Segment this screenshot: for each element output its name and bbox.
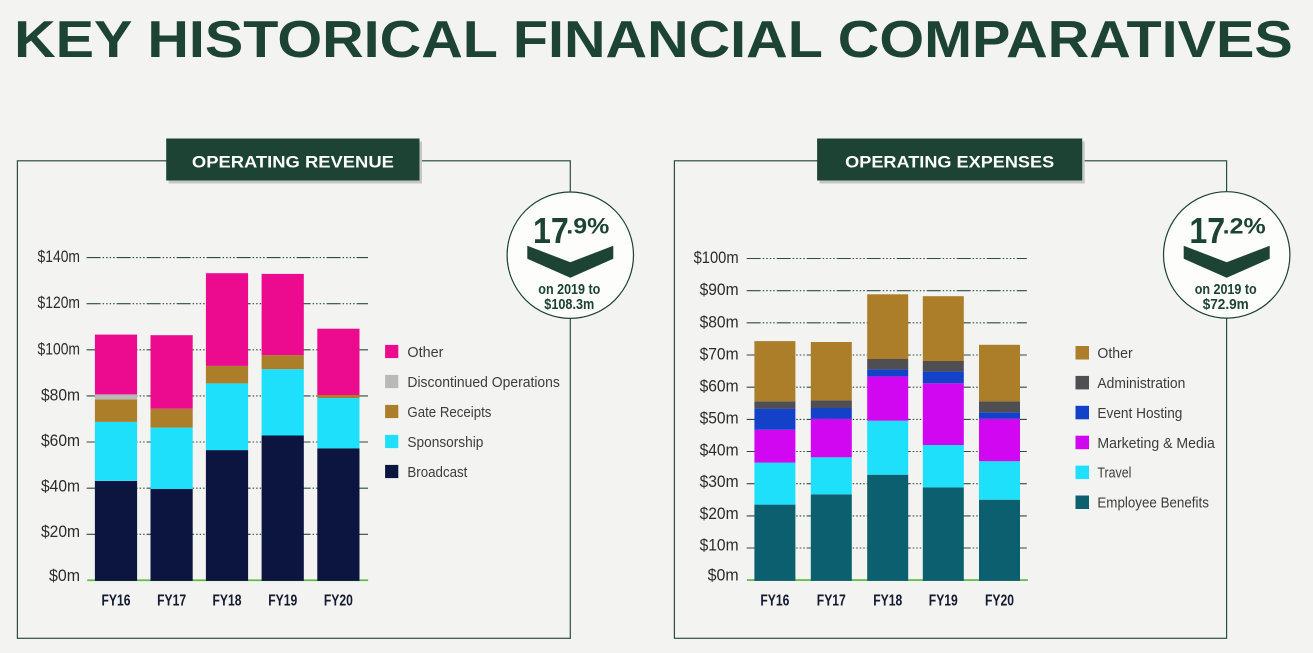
- svg-text:on 2019 to: on 2019 to: [538, 281, 600, 298]
- svg-text:Other: Other: [407, 344, 443, 361]
- svg-text:.9%: .9%: [566, 214, 609, 239]
- svg-text:$0m: $0m: [49, 567, 80, 585]
- svg-text:Marketing & Media: Marketing & Media: [1097, 435, 1215, 452]
- svg-text:$20m: $20m: [41, 523, 80, 541]
- svg-text:$90m: $90m: [700, 281, 739, 299]
- svg-text:FY20: FY20: [324, 593, 353, 610]
- svg-text:Gate Receipts: Gate Receipts: [407, 404, 491, 421]
- svg-text:Employee Benefits: Employee Benefits: [1097, 495, 1209, 512]
- svg-text:$60m: $60m: [700, 378, 739, 396]
- svg-text:Sponsorship: Sponsorship: [407, 434, 483, 451]
- svg-text:Broadcast: Broadcast: [407, 464, 468, 481]
- svg-text:FY16: FY16: [760, 593, 789, 610]
- svg-text:$30m: $30m: [700, 473, 739, 491]
- svg-text:.2%: .2%: [1223, 214, 1266, 239]
- svg-text:FY20: FY20: [985, 593, 1014, 610]
- svg-text:$10m: $10m: [700, 537, 739, 555]
- svg-text:$80m: $80m: [41, 386, 80, 404]
- svg-text:$100m: $100m: [694, 249, 739, 267]
- svg-text:$72.9m: $72.9m: [1203, 296, 1249, 313]
- svg-text:$70m: $70m: [700, 346, 739, 364]
- svg-text:FY18: FY18: [873, 593, 902, 610]
- svg-text:Travel: Travel: [1097, 465, 1131, 482]
- svg-text:OPERATING EXPENSES: OPERATING EXPENSES: [845, 153, 1054, 172]
- svg-text:on 2019 to: on 2019 to: [1195, 281, 1257, 298]
- svg-text:FY19: FY19: [929, 593, 958, 610]
- svg-text:Discontinued Operations: Discontinued Operations: [407, 374, 560, 391]
- svg-text:Administration: Administration: [1097, 375, 1185, 392]
- svg-text:FY19: FY19: [268, 593, 297, 610]
- svg-text:$80m: $80m: [700, 313, 739, 331]
- svg-text:KEY HISTORICAL FINANCIAL COMPA: KEY HISTORICAL FINANCIAL COMPARATIVES: [14, 11, 1293, 69]
- svg-text:FY17: FY17: [157, 593, 186, 610]
- svg-text:FY18: FY18: [213, 593, 242, 610]
- svg-text:$108.3m: $108.3m: [544, 296, 594, 313]
- svg-text:17: 17: [533, 210, 569, 251]
- svg-text:FY16: FY16: [102, 593, 131, 610]
- svg-text:$50m: $50m: [700, 409, 739, 427]
- svg-text:$20m: $20m: [700, 505, 739, 523]
- svg-text:OPERATING REVENUE: OPERATING REVENUE: [192, 153, 394, 172]
- svg-text:$60m: $60m: [41, 432, 80, 450]
- svg-text:$100m: $100m: [38, 340, 81, 358]
- svg-text:17: 17: [1189, 210, 1225, 251]
- svg-text:$40m: $40m: [700, 442, 739, 460]
- svg-text:FY17: FY17: [817, 593, 846, 610]
- svg-text:$0m: $0m: [708, 567, 739, 585]
- svg-text:$40m: $40m: [41, 478, 80, 496]
- svg-text:Event Hosting: Event Hosting: [1097, 405, 1182, 422]
- svg-text:$140m: $140m: [38, 248, 81, 266]
- svg-text:$120m: $120m: [38, 294, 81, 312]
- svg-text:Other: Other: [1097, 345, 1132, 362]
